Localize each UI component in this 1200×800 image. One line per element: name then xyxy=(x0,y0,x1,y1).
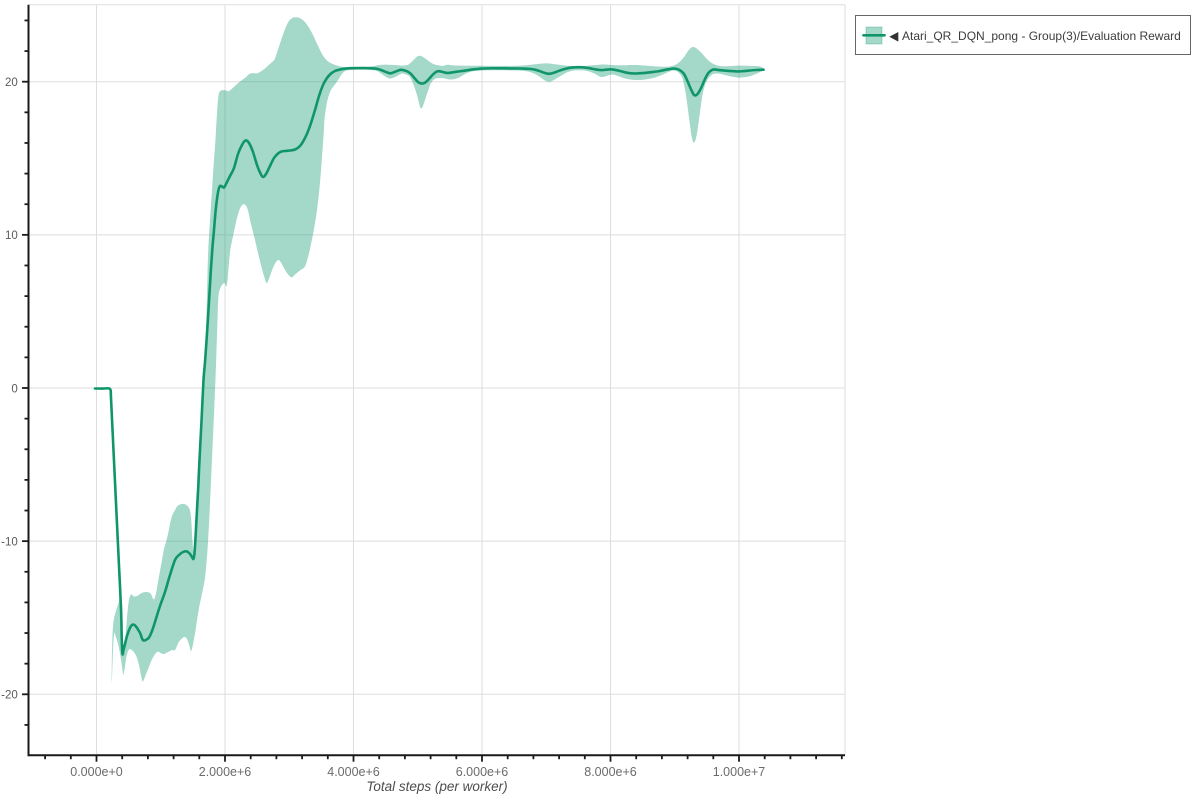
svg-text:0.000e+0: 0.000e+0 xyxy=(70,765,123,779)
svg-text:Total steps (per worker): Total steps (per worker) xyxy=(366,779,507,794)
svg-text:Atari_QR_DQN_pong - Group(3)/E: Atari_QR_DQN_pong - Group(3)/Evaluation … xyxy=(902,29,1181,43)
svg-text:8.000e+6: 8.000e+6 xyxy=(584,765,637,779)
svg-text:1.000e+7: 1.000e+7 xyxy=(713,765,766,779)
svg-text:10: 10 xyxy=(5,230,18,242)
svg-text:0: 0 xyxy=(11,383,17,395)
svg-text:20: 20 xyxy=(5,77,18,89)
svg-text:6.000e+6: 6.000e+6 xyxy=(456,765,509,779)
svg-text:2.000e+6: 2.000e+6 xyxy=(199,765,252,779)
svg-text:-10: -10 xyxy=(1,537,18,549)
svg-text:-20: -20 xyxy=(1,690,18,702)
svg-text:4.000e+6: 4.000e+6 xyxy=(327,765,380,779)
